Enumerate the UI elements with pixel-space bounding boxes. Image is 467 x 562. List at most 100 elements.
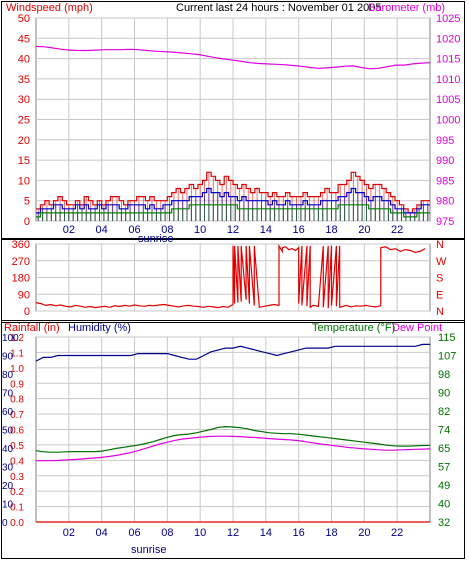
temp-y-tick-label: 57 <box>438 462 450 474</box>
temp-y-tick-label: 107 <box>438 351 456 363</box>
wind-y-tick-label: 45 <box>18 33 30 45</box>
rain-y-tick-label: 0.2 <box>10 487 24 498</box>
dir-y-tick-label: 0 <box>24 306 30 318</box>
humidity-y-tick-label: 10 <box>2 500 14 511</box>
wind-x-tick-label: 08 <box>161 224 173 236</box>
dewpoint-axis-title: Dew Point <box>392 322 442 334</box>
chart-title: Current last 24 hours : November 01 2005 <box>176 2 381 14</box>
bottom-panel-frame <box>1 320 465 559</box>
rain-y-tick-label: 0.0 <box>10 518 24 529</box>
baro-y-tick-label: 1025 <box>436 13 460 25</box>
wind-y-tick-label: 20 <box>18 135 30 147</box>
rain-y-tick-label: 0.6 <box>10 426 24 437</box>
wind-y-tick-label: 40 <box>18 54 30 66</box>
baro-y-tick-label: 980 <box>436 196 454 208</box>
th-x-tick-label: 04 <box>96 527 108 539</box>
dir-y-tick-label: 180 <box>12 273 30 285</box>
rain-y-tick-label: 0.3 <box>10 472 24 483</box>
direction-panel-frame <box>1 238 465 323</box>
sunrise-label-bottom: sunrise <box>131 544 166 556</box>
wind-gust-outline <box>36 171 430 214</box>
dir-compass-label: N <box>436 239 444 251</box>
temp-y-tick-label: 49 <box>438 480 450 492</box>
dir-y-tick-label: 270 <box>12 256 30 268</box>
wind-baro-chart: 0510152025303540455097598098599099510001… <box>18 13 461 236</box>
baro-y-tick-label: 975 <box>436 216 454 228</box>
baro-y-tick-label: 1005 <box>436 94 460 106</box>
wind-x-tick-label: 04 <box>96 224 108 236</box>
th-x-tick-label: 14 <box>260 527 272 539</box>
th-x-tick-label: 22 <box>391 527 403 539</box>
th-x-tick-label: 16 <box>293 527 305 539</box>
humidity-y-tick-label: 0 <box>2 518 8 529</box>
windspeed-axis-title: Windspeed (mph) <box>6 2 93 14</box>
humidity-y-tick-label: 60 <box>2 407 14 418</box>
th-x-tick-label: 08 <box>161 527 173 539</box>
temp-y-tick-label: 65 <box>438 443 450 455</box>
th-x-tick-label: 10 <box>194 527 206 539</box>
wind-y-tick-label: 50 <box>18 13 30 25</box>
wind-x-tick-label: 22 <box>391 224 403 236</box>
temp-y-tick-label: 90 <box>438 388 450 400</box>
rain-y-tick-label: 0.1 <box>10 503 24 514</box>
humidity-y-tick-label: 40 <box>2 444 14 455</box>
rain-y-tick-label: 1.1 <box>10 348 24 359</box>
rain-y-tick-label: 0.5 <box>10 441 24 452</box>
humidity-axis-title: Humidity (%) <box>68 322 131 334</box>
baro-y-tick-label: 1010 <box>436 74 460 86</box>
dir-compass-label: W <box>436 256 447 268</box>
sunrise-label-top: sunrise <box>138 233 173 245</box>
rainfall-axis-title: Rainfall (in) <box>4 322 60 334</box>
temp-y-tick-label: 40 <box>438 499 450 511</box>
humidity-y-tick-label: 70 <box>2 389 14 400</box>
temp-y-tick-label: 115 <box>438 332 456 344</box>
baro-y-tick-label: 985 <box>436 175 454 187</box>
wind-y-tick-label: 15 <box>18 155 30 167</box>
baro-y-tick-label: 995 <box>436 135 454 147</box>
baro-y-tick-label: 1000 <box>436 115 460 127</box>
wind-x-tick-label: 02 <box>63 224 75 236</box>
wind-x-tick-label: 20 <box>358 224 370 236</box>
wind-y-tick-label: 25 <box>18 115 30 127</box>
wind-x-tick-label: 18 <box>325 224 337 236</box>
baro-y-tick-label: 1015 <box>436 54 460 66</box>
rain-y-tick-label: 1.0 <box>10 364 24 375</box>
wind-y-tick-label: 30 <box>18 94 30 106</box>
humidity-y-tick-label: 20 <box>2 481 14 492</box>
humidity-y-tick-label: 100 <box>2 333 19 344</box>
wind-y-tick-label: 10 <box>18 175 30 187</box>
dewpoint-line <box>36 435 431 462</box>
humidity-y-tick-label: 30 <box>2 463 14 474</box>
humidity-y-tick-label: 90 <box>2 352 14 363</box>
rain-y-tick-label: 0.8 <box>10 395 24 406</box>
humidity-line <box>35 343 430 362</box>
temp-y-tick-label: 32 <box>438 517 450 529</box>
baro-y-tick-label: 990 <box>436 155 454 167</box>
th-x-tick-label: 12 <box>227 527 239 539</box>
wind-direction-line <box>35 243 426 309</box>
wind-x-tick-label: 06 <box>128 224 140 236</box>
wind-low-outline <box>36 204 430 218</box>
temp-y-tick-label: 98 <box>438 369 450 381</box>
temp-humidity-chart: 0.0 0.1 0.2 0.3 0.4 0.5 0.6 0.7 0.8 0.9 1.0 1.1 1.2 0… <box>2 332 456 539</box>
wind-x-tick-label: 10 <box>194 224 206 236</box>
dir-compass-label: S <box>436 273 443 285</box>
wind-x-tick-label: 14 <box>260 224 272 236</box>
th-x-tick-label: 20 <box>358 527 370 539</box>
humidity-y-tick-label: 50 <box>2 426 14 437</box>
wind-y-tick-label: 0 <box>24 216 30 228</box>
temp-y-tick-label: 74 <box>438 425 450 437</box>
th-x-tick-label: 02 <box>63 527 75 539</box>
temp-y-tick-label: 82 <box>438 406 450 418</box>
rain-y-tick-label: 0.7 <box>10 410 24 421</box>
wind-x-tick-label: 16 <box>293 224 305 236</box>
rain-y-tick-label: 1.2 <box>10 333 24 344</box>
baro-y-tick-label: 1020 <box>436 33 460 45</box>
dir-y-tick-label: 360 <box>12 239 30 251</box>
temperature-axis-title: Temperature (°F) <box>312 322 395 334</box>
wind-avg-outline <box>36 187 430 214</box>
wind-y-tick-label: 5 <box>24 196 30 208</box>
